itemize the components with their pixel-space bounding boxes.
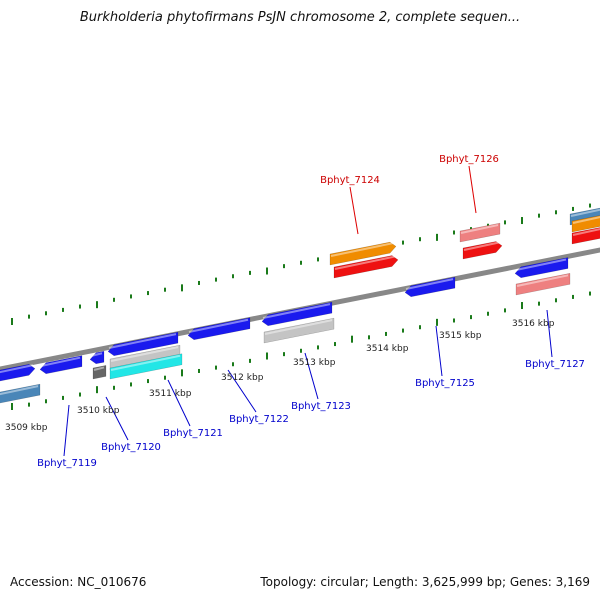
gene-label-bphyt_7124: Bphyt_7124 <box>320 175 380 186</box>
gene-feature <box>0 383 41 404</box>
gene-feature <box>515 273 571 296</box>
accession-text: Accession: NC_010676 <box>10 575 147 589</box>
gene-label-bphyt_7127: Bphyt_7127 <box>525 359 585 370</box>
gene-labels: Bphyt_7124 Bphyt_7126 Bphyt_7119 Bphyt_7120… <box>37 154 585 469</box>
gene-feature <box>109 353 183 380</box>
gene-label-bphyt_7120: Bphyt_7120 <box>101 442 161 453</box>
gene-label-bphyt_7126: Bphyt_7126 <box>439 154 499 165</box>
gene-highlight <box>516 274 569 287</box>
gene-feature <box>39 355 83 375</box>
gene-highlight <box>463 241 501 251</box>
scale-label: 3513 kbp <box>293 358 336 368</box>
gene-highlight <box>262 303 331 319</box>
gene-feature <box>571 215 600 233</box>
scale-label: 3516 kbp <box>512 319 555 329</box>
gene-label-bphyt_7121: Bphyt_7121 <box>163 428 223 439</box>
gene-feature <box>89 350 105 365</box>
gene-feature <box>107 331 179 357</box>
gene-label-bphyt_7123: Bphyt_7123 <box>291 401 351 412</box>
label-leaders <box>63 165 553 457</box>
leader-line <box>468 165 477 214</box>
gene-highlight <box>108 333 177 349</box>
gene-label-bphyt_7125: Bphyt_7125 <box>415 378 475 389</box>
gene-highlight <box>110 354 181 371</box>
gene-feature <box>514 257 569 279</box>
leader-line <box>435 325 443 377</box>
gene-highlight <box>110 346 179 362</box>
gene-highlight <box>572 216 600 224</box>
gene-highlight <box>0 385 39 396</box>
scale-label: 3510 kbp <box>77 406 120 416</box>
leader-line <box>167 379 191 427</box>
gene-feature <box>333 255 399 279</box>
scale-label: 3515 kbp <box>439 331 482 341</box>
gene-highlight <box>264 319 333 335</box>
genome-stats-text: Topology: circular; Length: 3,625,999 bp… <box>260 575 590 589</box>
gene-feature <box>404 276 456 298</box>
gene-highlight <box>570 208 600 217</box>
gene-highlight <box>93 366 105 371</box>
map-title: Burkholderia phytofirmans PsJN chromosom… <box>79 10 521 25</box>
gene-feature <box>459 222 501 243</box>
scale-label: 3511 kbp <box>149 389 192 399</box>
gene-feature <box>0 364 36 382</box>
gene-highlight <box>460 224 499 234</box>
leader-line <box>105 396 129 441</box>
gene-highlight <box>334 255 397 270</box>
gene-features <box>0 207 600 404</box>
gene-feature <box>571 227 600 245</box>
scale-labels: 3509 kbp 3510 kbp 3511 kbp 3512 kbp 3513 kbp… <box>5 319 555 433</box>
gene-highlight <box>0 364 34 374</box>
gene-feature <box>263 317 335 344</box>
gene-highlight <box>40 356 81 367</box>
leader-line <box>304 352 319 400</box>
tick-row-lower <box>11 291 591 410</box>
scale-label: 3509 kbp <box>5 423 48 433</box>
scale-label: 3512 kbp <box>221 373 264 383</box>
gene-highlight <box>188 318 249 333</box>
gene-label-bphyt_7119: Bphyt_7119 <box>37 458 97 469</box>
gene-feature <box>462 241 503 260</box>
leader-line <box>227 369 257 413</box>
leader-line <box>546 309 553 358</box>
leader-line <box>349 186 359 235</box>
scale-label: 3514 kbp <box>366 344 409 354</box>
gene-feature <box>187 317 251 341</box>
gene-feature <box>261 301 333 327</box>
gene-highlight <box>330 241 395 257</box>
gene-feature <box>329 241 397 266</box>
gene-label-bphyt_7122: Bphyt_7122 <box>229 414 289 425</box>
gene-highlight <box>515 258 567 271</box>
gene-feature <box>92 365 107 380</box>
gene-highlight <box>572 228 600 236</box>
gene-highlight <box>90 352 103 357</box>
gene-highlight <box>405 278 454 290</box>
leader-line <box>63 404 70 457</box>
